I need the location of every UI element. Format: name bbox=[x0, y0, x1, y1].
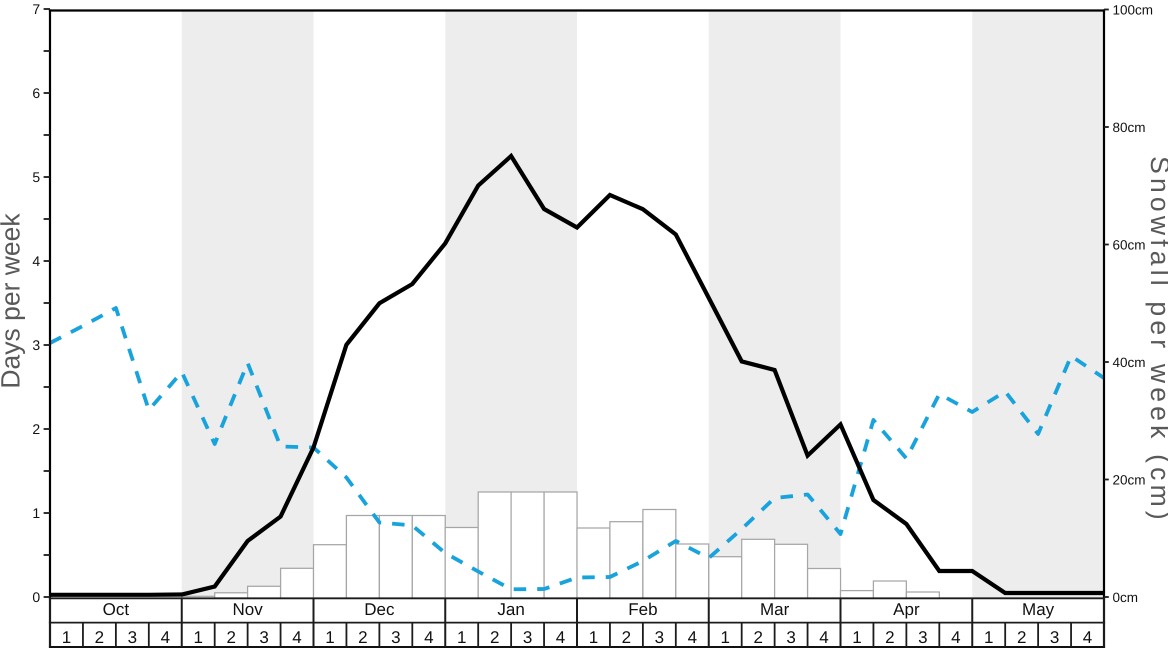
svg-text:Apr: Apr bbox=[893, 600, 920, 619]
svg-text:1: 1 bbox=[589, 628, 598, 647]
svg-text:2: 2 bbox=[490, 628, 499, 647]
svg-text:Mar: Mar bbox=[760, 600, 790, 619]
svg-text:Feb: Feb bbox=[628, 600, 657, 619]
svg-text:80cm: 80cm bbox=[1113, 120, 1146, 135]
svg-text:1: 1 bbox=[193, 628, 202, 647]
svg-text:4: 4 bbox=[32, 253, 40, 269]
svg-text:7: 7 bbox=[32, 1, 40, 17]
svg-text:3: 3 bbox=[259, 628, 268, 647]
svg-text:Dec: Dec bbox=[364, 600, 395, 619]
svg-text:5: 5 bbox=[32, 169, 40, 185]
svg-text:3: 3 bbox=[655, 628, 664, 647]
svg-text:4: 4 bbox=[556, 628, 565, 647]
svg-text:4: 4 bbox=[951, 628, 960, 647]
svg-text:2: 2 bbox=[226, 628, 235, 647]
svg-text:1: 1 bbox=[457, 628, 466, 647]
svg-text:1: 1 bbox=[852, 628, 861, 647]
svg-text:1: 1 bbox=[32, 505, 40, 521]
svg-text:0: 0 bbox=[32, 589, 40, 605]
svg-text:Nov: Nov bbox=[232, 600, 263, 619]
svg-text:6: 6 bbox=[32, 85, 40, 101]
svg-text:40cm: 40cm bbox=[1113, 355, 1146, 370]
svg-text:4: 4 bbox=[424, 628, 433, 647]
svg-text:4: 4 bbox=[1083, 628, 1092, 647]
svg-text:2: 2 bbox=[32, 421, 40, 437]
svg-text:4: 4 bbox=[292, 628, 301, 647]
svg-text:3: 3 bbox=[128, 628, 137, 647]
svg-text:60cm: 60cm bbox=[1113, 238, 1146, 253]
svg-text:Oct: Oct bbox=[103, 600, 130, 619]
svg-text:4: 4 bbox=[819, 628, 828, 647]
svg-text:0cm: 0cm bbox=[1113, 590, 1139, 605]
svg-text:Jan: Jan bbox=[497, 600, 524, 619]
svg-text:2: 2 bbox=[885, 628, 894, 647]
svg-text:3: 3 bbox=[391, 628, 400, 647]
svg-text:1: 1 bbox=[720, 628, 729, 647]
svg-text:May: May bbox=[1022, 600, 1055, 619]
svg-text:3: 3 bbox=[32, 337, 40, 353]
svg-text:1: 1 bbox=[325, 628, 334, 647]
svg-text:2: 2 bbox=[1017, 628, 1026, 647]
svg-text:Days per week: Days per week bbox=[0, 213, 26, 389]
svg-text:4: 4 bbox=[688, 628, 697, 647]
svg-text:3: 3 bbox=[918, 628, 927, 647]
svg-text:4: 4 bbox=[161, 628, 170, 647]
svg-text:1: 1 bbox=[984, 628, 993, 647]
svg-text:20cm: 20cm bbox=[1113, 473, 1146, 488]
svg-text:1: 1 bbox=[62, 628, 71, 647]
svg-text:Snowfall per week (cm): Snowfall per week (cm) bbox=[1145, 156, 1168, 524]
svg-text:2: 2 bbox=[622, 628, 631, 647]
svg-text:2: 2 bbox=[95, 628, 104, 647]
svg-text:2: 2 bbox=[358, 628, 367, 647]
svg-text:3: 3 bbox=[523, 628, 532, 647]
svg-text:100cm: 100cm bbox=[1113, 3, 1154, 18]
svg-text:3: 3 bbox=[1050, 628, 1059, 647]
svg-text:2: 2 bbox=[753, 628, 762, 647]
svg-text:3: 3 bbox=[786, 628, 795, 647]
